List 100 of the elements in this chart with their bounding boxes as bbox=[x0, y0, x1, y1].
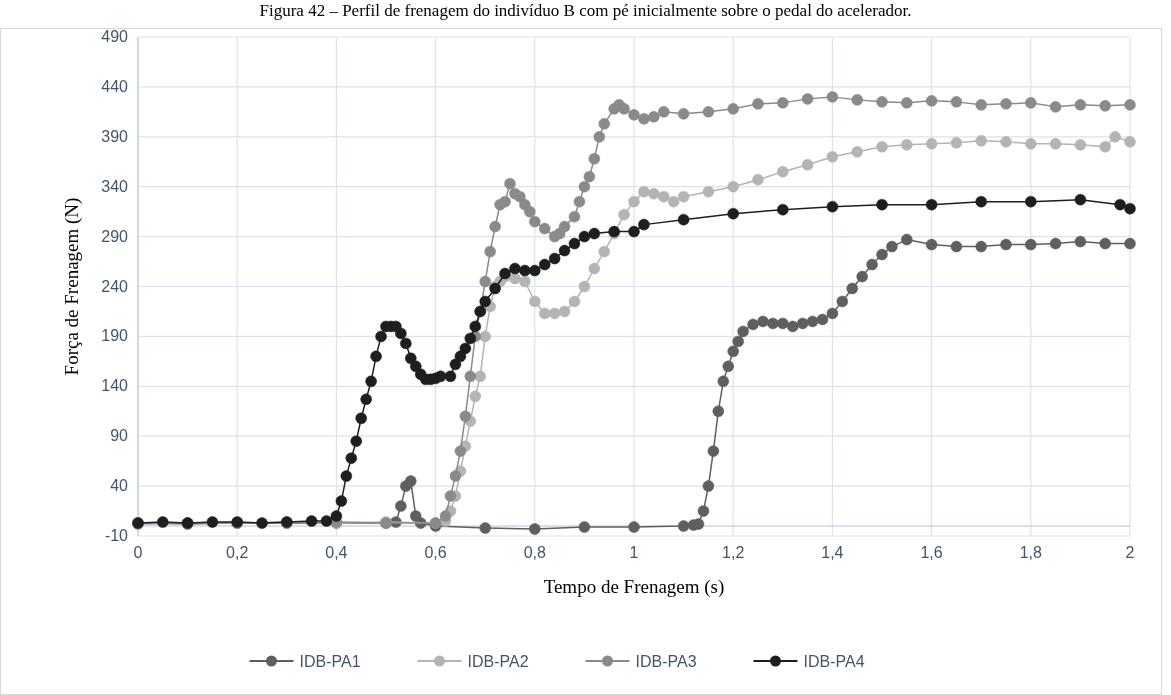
y-tick-label: 390 bbox=[101, 127, 129, 145]
y-tick-label: 190 bbox=[101, 327, 129, 345]
point bbox=[598, 245, 610, 258]
point bbox=[697, 505, 710, 517]
point bbox=[866, 258, 878, 271]
point bbox=[1000, 136, 1012, 148]
legend-label: IDB-PA4 bbox=[803, 653, 865, 670]
point bbox=[826, 151, 839, 163]
point bbox=[975, 240, 987, 253]
point bbox=[712, 405, 725, 417]
x-tick-label: 0,8 bbox=[523, 544, 547, 561]
point bbox=[901, 233, 913, 246]
point bbox=[777, 317, 789, 330]
point bbox=[1124, 237, 1136, 250]
y-tick-label: 290 bbox=[101, 227, 129, 245]
point bbox=[767, 317, 779, 330]
point bbox=[925, 238, 938, 251]
x-tick-label: 2 bbox=[1125, 544, 1135, 561]
y-tick-label: 90 bbox=[110, 427, 129, 445]
point bbox=[1074, 235, 1087, 248]
point bbox=[588, 262, 601, 275]
point bbox=[901, 139, 913, 151]
point bbox=[786, 320, 799, 333]
point bbox=[851, 146, 863, 158]
y-tick-label: 340 bbox=[101, 177, 129, 195]
point bbox=[1025, 238, 1037, 251]
y-tick-label: 240 bbox=[101, 277, 129, 295]
point bbox=[479, 330, 491, 343]
point bbox=[732, 335, 744, 348]
point bbox=[752, 173, 764, 186]
point bbox=[1099, 141, 1111, 153]
point bbox=[1109, 131, 1121, 143]
point bbox=[925, 138, 938, 150]
point bbox=[479, 522, 491, 534]
y-tick-label: 140 bbox=[101, 377, 129, 395]
y-axis-title: Força de Frenagem (N) bbox=[61, 197, 83, 376]
point bbox=[628, 195, 640, 208]
point bbox=[1074, 139, 1087, 151]
point bbox=[777, 165, 789, 178]
legend-label: IDB-PA1 bbox=[299, 653, 361, 670]
point bbox=[702, 480, 715, 492]
point bbox=[796, 317, 809, 330]
point bbox=[950, 137, 963, 149]
x-tick-label: 0 bbox=[133, 544, 143, 561]
point bbox=[667, 195, 680, 208]
point bbox=[469, 390, 482, 403]
legend-label: IDB-PA3 bbox=[635, 653, 697, 670]
point bbox=[702, 185, 715, 198]
point bbox=[618, 208, 630, 221]
y-tick-label: -10 bbox=[104, 527, 129, 544]
point bbox=[727, 180, 739, 193]
point bbox=[975, 135, 987, 147]
point bbox=[801, 159, 814, 171]
legend-label: IDB-PA2 bbox=[467, 653, 529, 670]
point bbox=[395, 500, 407, 512]
point bbox=[519, 275, 531, 288]
point bbox=[1025, 138, 1037, 150]
x-tick-label: 1,6 bbox=[920, 544, 943, 561]
point bbox=[474, 370, 486, 383]
point bbox=[529, 295, 541, 308]
y-tick-label: 40 bbox=[110, 477, 129, 495]
x-tick-label: 0,4 bbox=[325, 544, 348, 561]
x-tick-label: 1,4 bbox=[821, 544, 844, 561]
point bbox=[648, 187, 660, 200]
point bbox=[628, 521, 640, 533]
x-tick-label: 1,8 bbox=[1019, 544, 1043, 561]
point bbox=[856, 270, 868, 283]
point bbox=[806, 315, 819, 328]
point bbox=[677, 520, 690, 532]
point bbox=[638, 185, 650, 198]
point bbox=[677, 190, 690, 203]
chart-title: Figura 42 – Perfil de frenagem do indivíduo B com pé inicialmente sobre o pedal do acelerador. bbox=[259, 1, 912, 20]
point bbox=[548, 307, 561, 320]
point bbox=[717, 375, 730, 388]
point bbox=[727, 345, 739, 358]
point bbox=[886, 240, 898, 253]
x-tick-label: 0,2 bbox=[226, 544, 249, 561]
point bbox=[737, 325, 749, 338]
x-axis-title: Tempo de Frenagem (s) bbox=[543, 576, 725, 598]
point bbox=[568, 295, 581, 308]
point bbox=[707, 445, 720, 457]
y-tick-label: 440 bbox=[101, 77, 129, 95]
point bbox=[846, 282, 858, 295]
x-tick-label: 1 bbox=[629, 544, 639, 561]
point bbox=[757, 315, 769, 328]
point bbox=[876, 141, 888, 153]
point bbox=[836, 295, 849, 308]
point bbox=[1000, 238, 1012, 251]
point bbox=[1049, 237, 1062, 250]
point bbox=[558, 305, 571, 318]
point bbox=[578, 280, 591, 293]
point bbox=[950, 240, 963, 253]
x-tick-label: 1,2 bbox=[722, 544, 745, 561]
point bbox=[816, 313, 829, 326]
y-tick-label: 490 bbox=[101, 28, 129, 45]
point bbox=[722, 360, 734, 373]
point bbox=[538, 307, 551, 320]
point bbox=[658, 190, 670, 203]
point bbox=[405, 475, 417, 487]
point bbox=[747, 318, 759, 331]
